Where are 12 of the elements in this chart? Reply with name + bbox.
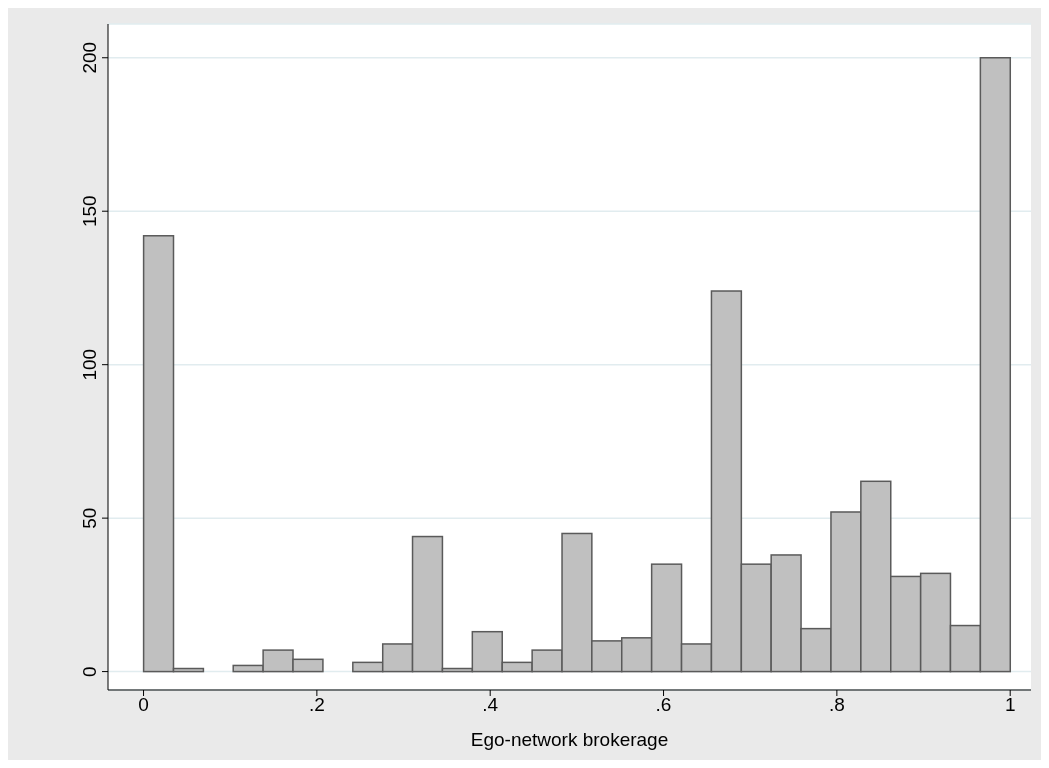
x-tick-label: 1 (1004, 694, 1016, 716)
x-tick-label: .4 (482, 694, 499, 716)
y-tick-label: 50 (79, 507, 100, 529)
y-tick-label: 100 (79, 348, 100, 381)
y-tick-label: 150 (79, 195, 100, 228)
y-tick-label: 0 (79, 666, 100, 677)
x-tick-label: .6 (655, 694, 672, 716)
x-tick-label: 0 (138, 694, 149, 716)
y-tick-label: 200 (79, 41, 100, 74)
x-axis-title: Ego-network brokerage (470, 729, 669, 750)
x-tick-label: .8 (828, 694, 845, 716)
x-tick-label: .2 (308, 694, 325, 716)
